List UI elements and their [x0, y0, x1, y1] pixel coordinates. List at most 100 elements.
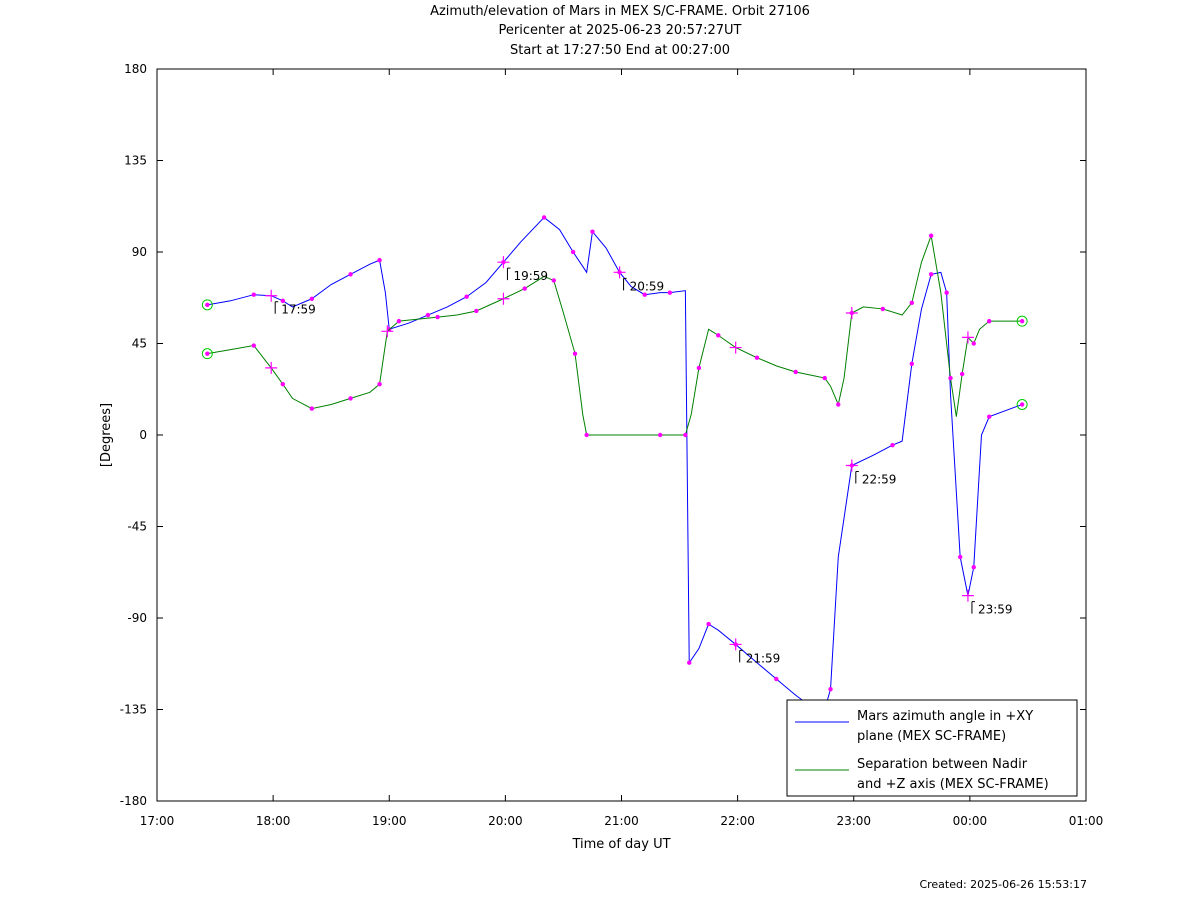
data-point-marker	[572, 351, 578, 356]
data-point-marker	[948, 375, 953, 381]
y-tick-label: -45	[127, 520, 147, 534]
data-point-marker	[880, 306, 885, 312]
hour-marker-plus	[613, 266, 626, 279]
data-point-marker	[280, 298, 286, 303]
x-tick-label: 21:00	[604, 814, 639, 828]
data-point-marker	[890, 442, 895, 448]
hour-marker-plus	[265, 361, 278, 374]
data-point-marker	[251, 292, 256, 297]
y-tick-label: -135	[120, 703, 147, 717]
data-point-marker	[1019, 402, 1025, 407]
x-tick-label: 20:00	[488, 814, 523, 828]
data-point-marker	[706, 621, 711, 627]
data-point-marker	[205, 302, 210, 308]
data-point-marker	[377, 381, 382, 387]
data-point-marker	[959, 371, 965, 377]
y-tick-label: 135	[124, 154, 147, 168]
y-tick-label: 45	[132, 337, 147, 351]
data-point-marker	[928, 272, 934, 277]
endpoint-marker	[1016, 315, 1028, 327]
x-tick-label: 18:00	[256, 814, 291, 828]
data-point-marker	[474, 308, 479, 314]
hour-marker-plus	[729, 638, 742, 651]
hour-marker-plus	[845, 307, 858, 319]
data-point-marker	[987, 414, 992, 419]
x-tick-label: 01:00	[1069, 814, 1104, 828]
legend-entry-label: and +Z axis (MEX SC-FRAME)	[857, 777, 1049, 792]
data-point-marker	[836, 402, 841, 407]
hour-marker-tick	[623, 277, 627, 291]
data-point-marker	[928, 233, 934, 238]
y-tick-label: -90	[127, 611, 147, 625]
data-point-marker	[754, 355, 760, 360]
data-point-marker	[551, 278, 556, 283]
data-point-marker	[280, 381, 286, 387]
x-tick-label: 19:00	[372, 814, 407, 828]
chart-title: Azimuth/elevation of Mars in MEX S/C-FRA…	[430, 4, 810, 19]
data-point-marker	[642, 292, 647, 297]
data-point-marker	[987, 318, 992, 324]
created-timestamp: Created: 2025-06-26 15:53:17	[919, 878, 1087, 891]
legend-entry-label: plane (MEX SC-FRAME)	[857, 729, 1006, 744]
endpoint-marker	[201, 299, 213, 311]
hour-marker-tick	[855, 471, 859, 484]
data-point-marker	[541, 215, 547, 220]
data-point-marker	[774, 676, 779, 682]
hour-marker-label: 23:59	[978, 603, 1013, 617]
data-point-marker	[590, 229, 595, 234]
data-point-marker	[309, 296, 315, 301]
hour-marker-tick	[739, 649, 743, 663]
hour-marker-plus	[265, 289, 278, 302]
data-point-marker	[251, 343, 256, 348]
data-point-marker	[1019, 318, 1025, 324]
hour-marker-plus	[961, 589, 974, 602]
y-axis-label: [Degrees]	[99, 403, 114, 467]
data-point-marker	[822, 375, 827, 381]
data-point-marker	[435, 314, 440, 320]
hour-marker-plus	[729, 341, 742, 354]
data-point-marker	[377, 257, 382, 263]
y-tick-label: -180	[120, 794, 147, 808]
hour-marker-label: 20:59	[630, 279, 665, 293]
data-point-marker	[683, 432, 688, 438]
data-point-marker	[396, 318, 402, 324]
data-point-marker	[348, 272, 353, 277]
data-point-marker	[716, 333, 721, 338]
x-tick-label: 17:00	[140, 814, 175, 828]
data-point-marker	[696, 365, 702, 371]
data-point-marker	[570, 249, 576, 255]
data-point-marker	[971, 564, 976, 570]
data-point-marker	[828, 686, 833, 692]
hour-marker-plus	[381, 325, 394, 338]
endpoint-marker	[1016, 399, 1028, 410]
data-point-marker	[667, 290, 673, 295]
y-tick-label: 90	[132, 245, 147, 259]
data-point-marker	[584, 432, 589, 438]
y-tick-label: 180	[124, 62, 147, 76]
data-point-marker	[957, 554, 963, 560]
data-point-marker	[309, 406, 315, 411]
hour-marker-label: 19:59	[513, 269, 548, 283]
x-tick-label: 00:00	[953, 814, 988, 828]
series-line-azimuth	[207, 216, 1023, 710]
series-line-separation	[207, 233, 1023, 436]
endpoint-marker	[201, 348, 213, 360]
hour-marker-tick	[506, 267, 511, 281]
legend-box	[786, 699, 1078, 797]
x-tick-label: 22:00	[720, 814, 755, 828]
data-point-marker	[205, 351, 210, 356]
hour-marker-tick	[971, 601, 975, 614]
data-point-marker	[944, 290, 949, 295]
hour-marker-plus	[961, 331, 974, 344]
legend-entry-label: Separation between Nadir	[857, 757, 1028, 772]
hour-marker-plus	[845, 459, 858, 472]
data-point-marker	[793, 369, 798, 375]
hour-marker-plus	[497, 256, 510, 269]
data-point-marker	[348, 396, 353, 401]
x-axis-label: Time of day UT	[571, 837, 670, 852]
data-point-marker	[909, 300, 915, 306]
x-tick-label: 23:00	[836, 814, 871, 828]
chart-subtitle-interval: Start at 17:27:50 End at 00:27:00	[509, 43, 731, 58]
data-point-marker	[971, 341, 976, 346]
legend-entry-label: Mars azimuth angle in +XY	[857, 709, 1033, 724]
